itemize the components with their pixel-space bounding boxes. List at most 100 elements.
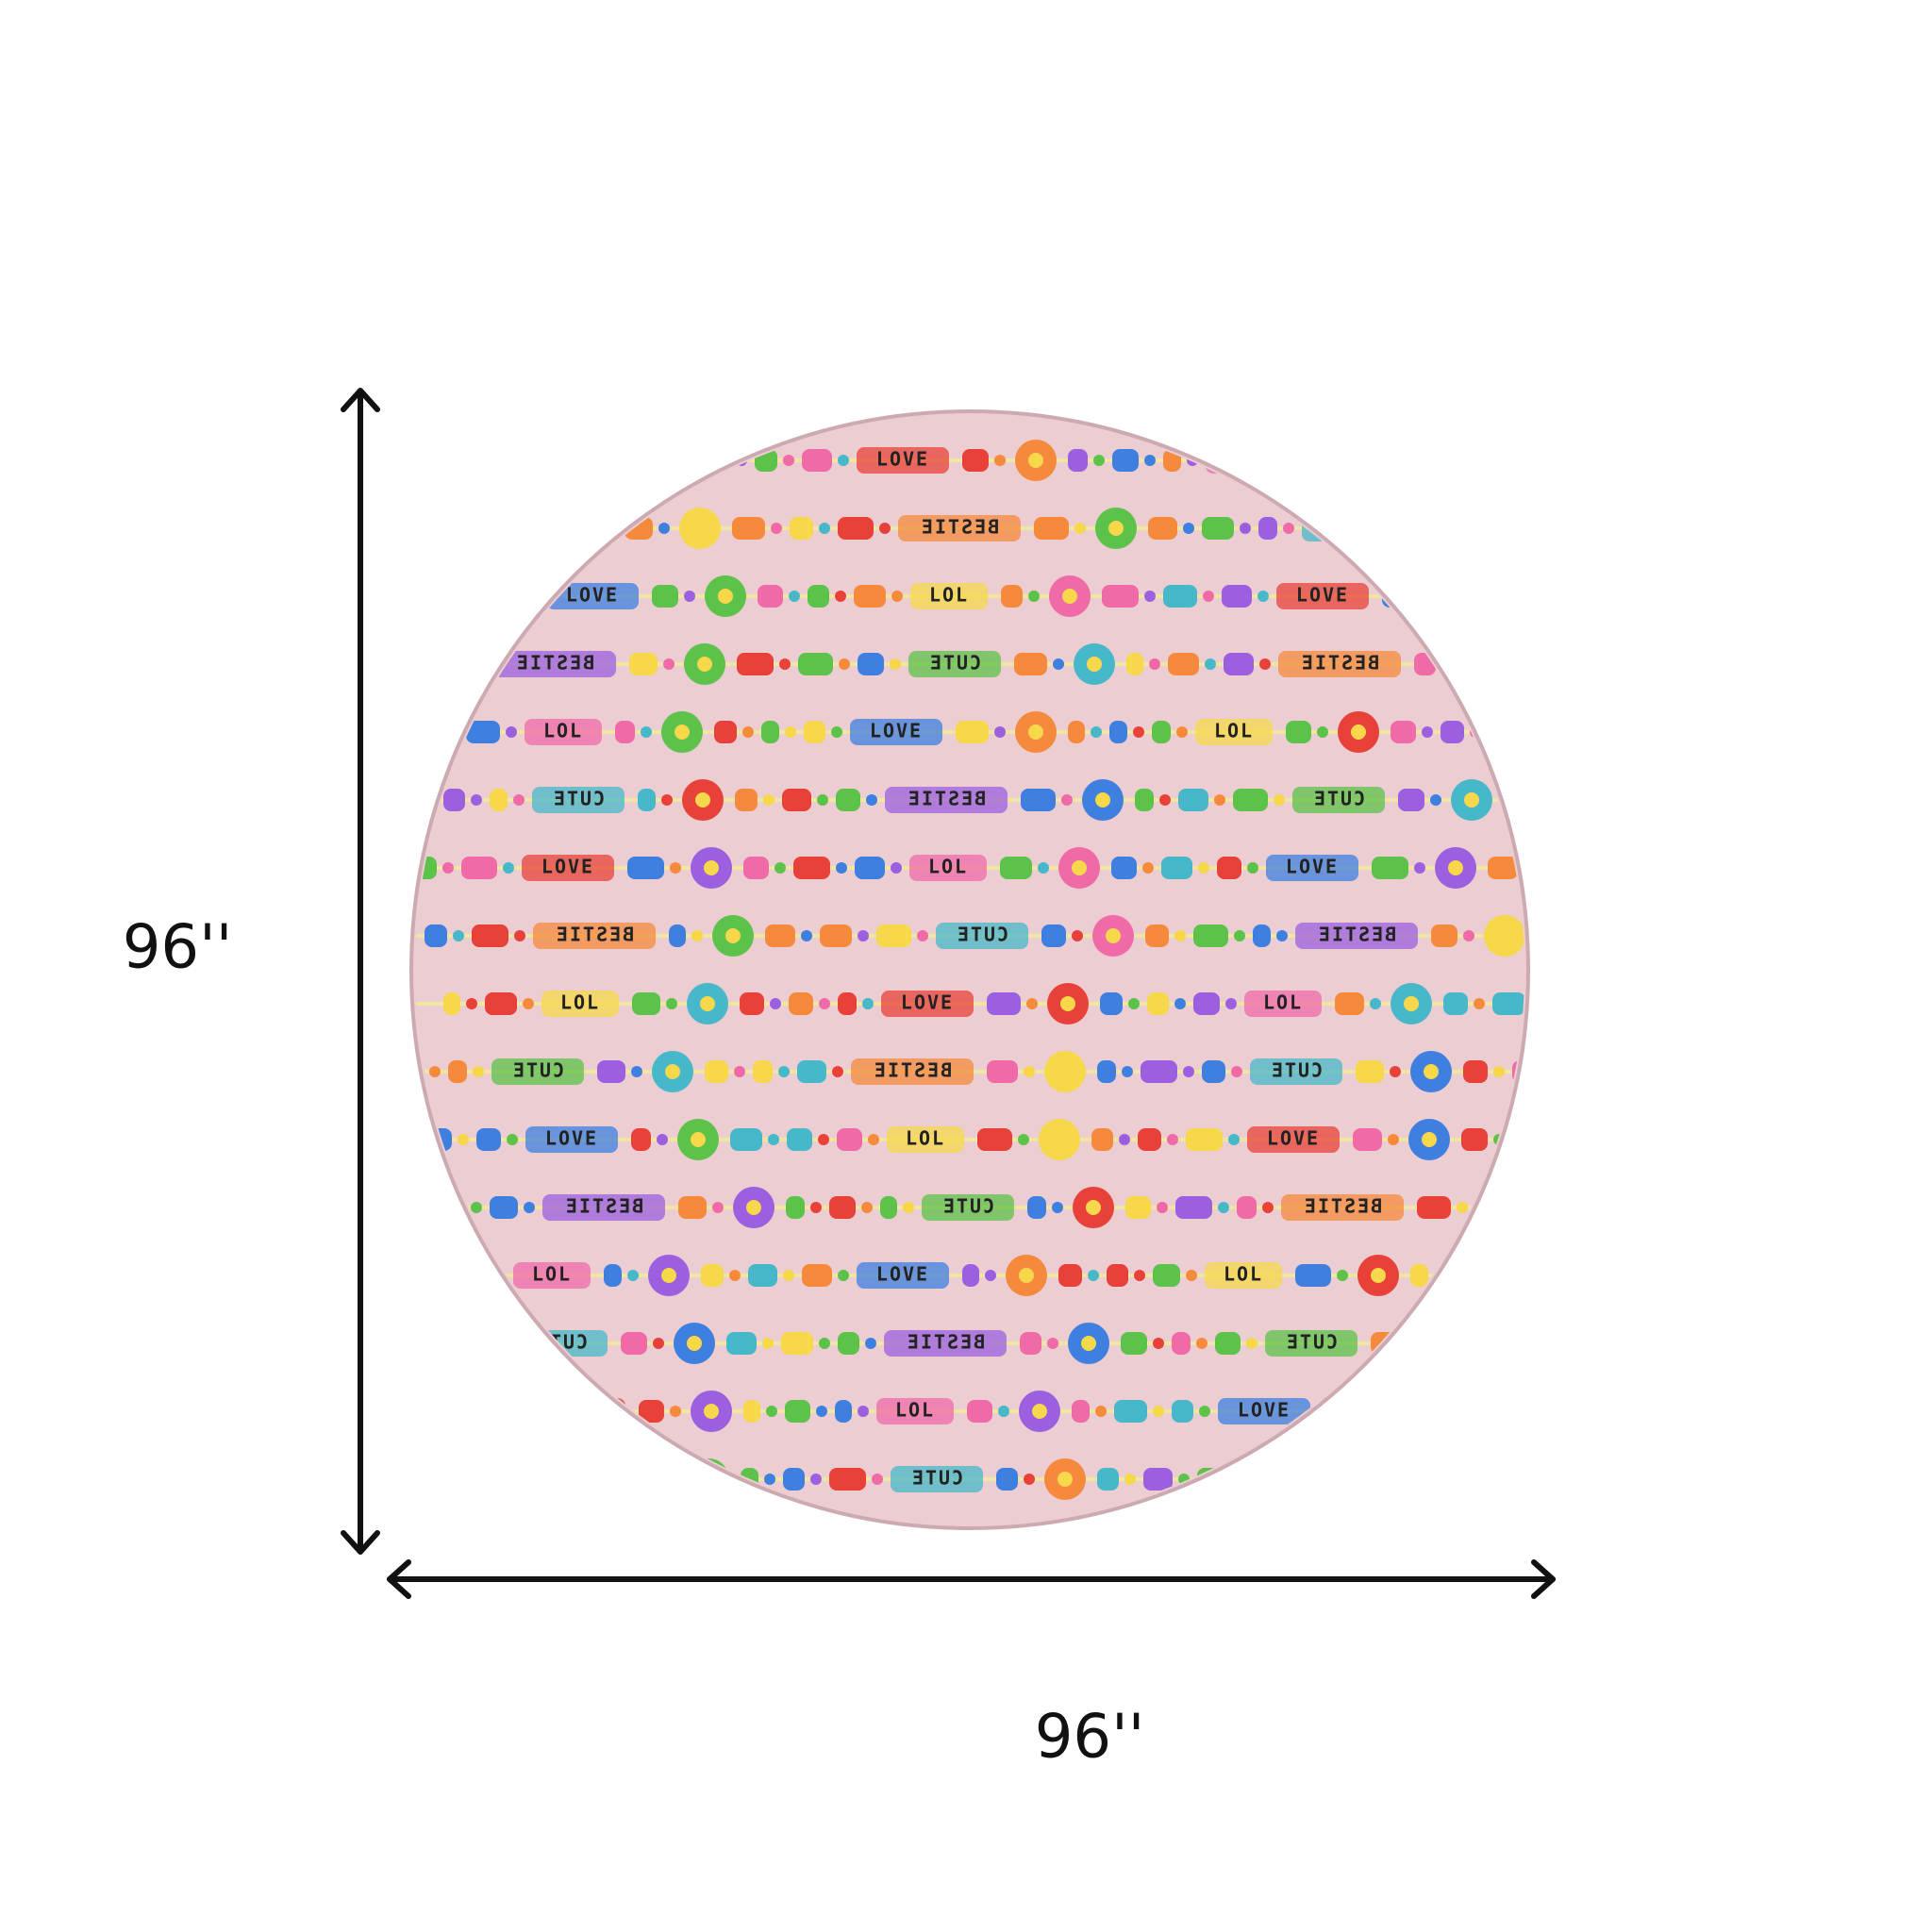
charm xyxy=(1459,508,1501,549)
bead xyxy=(838,1332,859,1355)
bead xyxy=(781,1332,813,1355)
bead xyxy=(1461,1128,1488,1151)
charm-center xyxy=(1424,1064,1439,1079)
letter-bead xyxy=(533,923,656,949)
bead xyxy=(597,1060,625,1083)
bead xyxy=(758,585,783,608)
bead-word: LOL xyxy=(929,584,969,607)
bead xyxy=(1372,857,1408,879)
small-bead xyxy=(1205,658,1216,670)
small-bead xyxy=(653,1338,664,1349)
small-bead xyxy=(1088,1270,1099,1281)
bead-word: LOL xyxy=(560,991,600,1014)
letter-bead xyxy=(1541,1262,1633,1289)
small-bead xyxy=(742,726,754,738)
bead xyxy=(1152,721,1171,743)
charm-center xyxy=(1086,1200,1101,1215)
small-bead xyxy=(447,1270,458,1281)
bead xyxy=(1114,1400,1147,1423)
small-bead xyxy=(440,1474,451,1485)
charm-center xyxy=(1373,453,1388,468)
small-bead xyxy=(1388,1134,1399,1145)
bead xyxy=(678,1196,707,1219)
bead xyxy=(1034,517,1069,540)
small-bead xyxy=(507,1134,518,1145)
bead xyxy=(1163,585,1197,608)
small-bead xyxy=(891,591,903,602)
letter-bead xyxy=(1544,719,1637,745)
bead xyxy=(808,585,829,608)
bead xyxy=(469,517,494,540)
charm-center xyxy=(1491,1200,1506,1215)
bead-word: CUTE xyxy=(1312,788,1365,810)
bead-word: BESTIE xyxy=(906,1331,985,1354)
bead xyxy=(498,585,522,608)
charm-center xyxy=(662,453,677,468)
height-arrow xyxy=(341,388,380,1555)
small-bead xyxy=(1061,794,1073,806)
bead-word: BESTIE xyxy=(1277,1467,1357,1490)
bead xyxy=(1295,1264,1331,1287)
small-bead xyxy=(1457,1202,1468,1213)
bead xyxy=(1537,924,1564,947)
bead xyxy=(977,1128,1012,1151)
bead-word: CUTE xyxy=(539,516,591,539)
small-bead xyxy=(1354,1406,1365,1417)
bead xyxy=(962,449,989,472)
letter-bead xyxy=(1278,651,1401,677)
bead-word: CUTE xyxy=(1322,516,1374,539)
bead-word: BESTIE xyxy=(1303,1195,1382,1218)
small-bead xyxy=(627,1270,639,1281)
small-bead xyxy=(500,523,511,534)
small-bead xyxy=(1119,1134,1130,1145)
bead xyxy=(415,1264,441,1287)
small-bead xyxy=(789,591,800,602)
bead xyxy=(1126,653,1143,675)
small-bead xyxy=(858,1406,869,1417)
small-bead xyxy=(473,1066,484,1077)
bead-word: LOVE xyxy=(870,720,923,742)
bead xyxy=(732,517,765,540)
bead xyxy=(443,1400,461,1423)
small-bead xyxy=(506,726,517,738)
bead xyxy=(490,789,508,811)
bead xyxy=(858,653,884,675)
letter-bead xyxy=(493,651,616,677)
small-bead xyxy=(1493,1066,1505,1077)
small-bead xyxy=(763,794,774,806)
charm-center xyxy=(1371,1268,1386,1283)
letter-bead xyxy=(908,651,1001,677)
bead xyxy=(797,1060,826,1083)
small-bead xyxy=(1183,523,1194,534)
small-bead xyxy=(734,1066,745,1077)
charm-center xyxy=(691,1132,706,1147)
small-bead xyxy=(658,523,670,534)
bead xyxy=(765,924,795,947)
bead xyxy=(631,1128,651,1151)
bead xyxy=(1410,1264,1428,1287)
bead-word: LOVE xyxy=(1296,584,1349,607)
small-bead xyxy=(994,455,1006,466)
bead xyxy=(443,789,465,811)
charm-center xyxy=(1052,1132,1067,1147)
letter-bead xyxy=(542,1194,665,1221)
bead xyxy=(1515,653,1524,675)
bead xyxy=(787,1128,812,1151)
rug xyxy=(409,409,1530,1530)
charm-center xyxy=(1058,1472,1073,1487)
small-bead xyxy=(818,1134,829,1145)
bead xyxy=(1161,857,1192,879)
bead xyxy=(1443,992,1468,1015)
small-bead xyxy=(1199,1406,1210,1417)
bead xyxy=(669,924,686,947)
small-bead xyxy=(1093,455,1105,466)
small-bead xyxy=(1414,862,1425,874)
small-bead xyxy=(467,1406,478,1417)
small-bead xyxy=(768,1134,779,1145)
bead xyxy=(415,653,427,675)
bead-word: LOL xyxy=(524,448,563,471)
charm xyxy=(1374,1391,1416,1432)
small-bead xyxy=(1149,658,1160,670)
charm-center xyxy=(704,1404,719,1419)
